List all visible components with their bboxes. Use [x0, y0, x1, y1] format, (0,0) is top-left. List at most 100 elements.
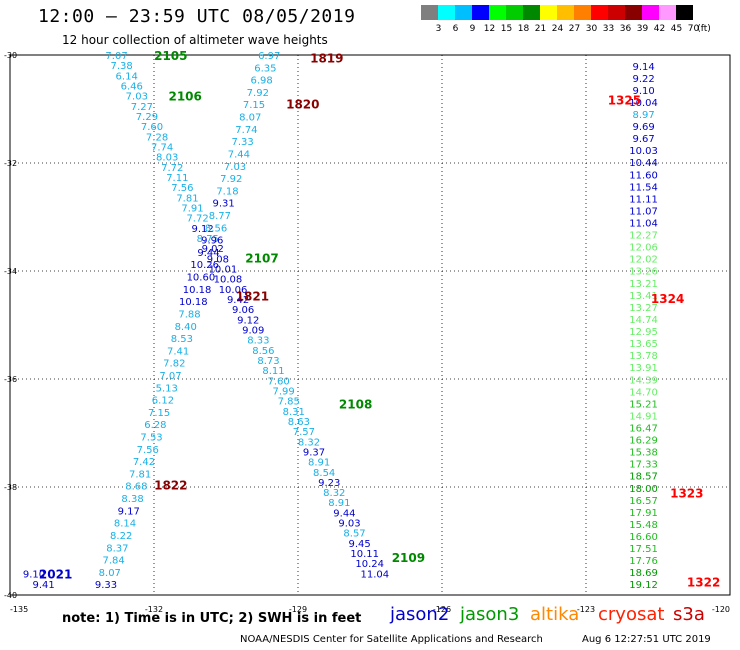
wave-height-point: 6.35: [254, 63, 276, 74]
wave-height-point: 7.74: [235, 125, 257, 136]
wave-height-point: 9.45: [348, 539, 370, 550]
wave-height-point: 9.06: [232, 305, 254, 316]
wave-height-point: 9.23: [318, 478, 340, 489]
pass-time-label: 2109: [392, 551, 425, 565]
legend-tick-label: 30: [585, 24, 598, 34]
wave-height-point: 10.60: [187, 273, 216, 284]
wave-height-point: 14.74: [629, 315, 658, 326]
page-title: 12:00 – 23:59 UTC 08/05/2019: [38, 6, 356, 27]
wave-height-point: 7.81: [176, 193, 198, 204]
wave-height-point: 8.77: [209, 211, 231, 222]
wave-height-point: 13.41: [629, 291, 658, 302]
legend-tick-label: 36: [619, 24, 632, 34]
wave-height-point: 17.51: [629, 544, 658, 555]
legend-jason3: jason3: [460, 604, 520, 625]
pass-time-label: 1323: [670, 486, 703, 500]
wave-height-point: 7.92: [220, 174, 242, 185]
wave-height-point: 8.53: [171, 334, 193, 345]
wave-height-point: 7.03: [126, 92, 148, 103]
legend-tick-label: 24: [551, 24, 564, 34]
wave-height-point: 8.14: [114, 519, 136, 530]
generated-timestamp: Aug 6 12:27:51 UTC 2019: [582, 634, 711, 645]
wave-height-point: 7.57: [293, 427, 315, 438]
wave-height-point: 18.69: [629, 568, 658, 579]
legend-swatch: [455, 5, 472, 20]
legend-tick-label: 15: [500, 24, 513, 34]
legend-tick-label: 39: [636, 24, 649, 34]
legend-swatch: [659, 5, 676, 20]
legend-swatch: [608, 5, 625, 20]
wave-height-point: 7.56: [171, 183, 193, 194]
legend-s3a: s3a: [673, 604, 705, 625]
wave-height-point: 15.21: [629, 399, 658, 410]
wave-height-point: 8.32: [298, 437, 320, 448]
legend-swatch: [523, 5, 540, 20]
wave-height-point: 8.63: [288, 417, 310, 428]
legend-tick-label: 12: [483, 24, 496, 34]
y-tick-label: -40: [4, 591, 17, 600]
wave-height-point: 10.04: [629, 98, 658, 109]
wave-height-point: 8.33: [247, 336, 269, 347]
wave-height-point: 8.56: [205, 223, 227, 234]
wave-height-point: 9.31: [213, 199, 235, 210]
wave-height-point: 7.07: [105, 51, 127, 62]
wave-height-point: 7.81: [129, 469, 151, 480]
legend-tick-label: 9: [469, 24, 476, 34]
pass-time-label: 2105: [154, 49, 187, 63]
wave-height-point: 10.18: [179, 297, 208, 308]
pass-time-label: 2021: [39, 567, 72, 581]
wave-height-point: 10.01: [209, 264, 238, 275]
wave-height-point: 6.12: [152, 396, 174, 407]
pass-time-label: 1822: [154, 478, 187, 492]
wave-height-point: 8.37: [106, 543, 128, 554]
wave-height-point: 7.11: [166, 173, 188, 184]
wave-height-point: 7.15: [148, 408, 170, 419]
legend-swatch: [438, 5, 455, 20]
legend-tick-label: 33: [602, 24, 615, 34]
wave-height-point: 7.85: [278, 397, 300, 408]
wave-height-point: 13.78: [629, 351, 658, 362]
wave-height-point: 14.91: [629, 411, 658, 422]
wave-height-point: 7.18: [216, 186, 238, 197]
credit-text: NOAA/NESDIS Center for Satellite Applica…: [240, 634, 543, 645]
page-subtitle: 12 hour collection of altimeter wave hei…: [62, 33, 328, 47]
wave-height-point: 7.29: [136, 112, 158, 123]
wave-height-point: 7.41: [167, 346, 189, 357]
legend-swatch: [506, 5, 523, 20]
wave-height-point: 18.57: [629, 472, 658, 483]
wave-height-point: 13.65: [629, 339, 658, 350]
wave-height-point: 11.04: [629, 219, 658, 230]
wave-height-point: 6.98: [250, 76, 272, 87]
wave-height-point: 10.18: [183, 285, 212, 296]
wave-height-point: 7.60: [141, 122, 163, 133]
wave-height-point: 12.06: [629, 243, 658, 254]
legend-swatch: [557, 5, 574, 20]
wave-height-point: 13.27: [629, 303, 658, 314]
wave-height-point: 8.07: [239, 113, 261, 124]
wave-height-point: 6.14: [116, 71, 138, 82]
wave-height-point: 11.07: [629, 206, 658, 217]
wave-height-point: 9.10: [632, 86, 654, 97]
legend-tick-label: 3: [435, 24, 442, 34]
wave-height-point: 9.69: [632, 122, 654, 133]
wave-height-point: 12.95: [629, 327, 658, 338]
wave-height-point: 7.28: [146, 132, 168, 143]
wave-height-point: 16.60: [629, 532, 658, 543]
wave-height-point: 8.31: [283, 407, 305, 418]
wave-height-point: 7.56: [137, 445, 159, 456]
pass-time-label: 2106: [168, 90, 201, 104]
x-tick-label: -120: [712, 605, 730, 614]
wave-height-point: 13.91: [629, 363, 658, 374]
wave-height-point: 7.72: [161, 163, 183, 174]
pass-time-label: 1322: [687, 576, 720, 590]
wave-height-point: 7.99: [273, 386, 295, 397]
wave-height-point: 9.37: [303, 447, 325, 458]
legend-cryosat: cryosat: [598, 604, 665, 625]
wave-height-point: 15.38: [629, 448, 658, 459]
legend-tick-label: 6: [452, 24, 459, 34]
wave-height-point: 9.17: [118, 506, 140, 517]
wave-height-point: 9.03: [338, 519, 360, 530]
wave-height-point: 10.06: [219, 285, 248, 296]
